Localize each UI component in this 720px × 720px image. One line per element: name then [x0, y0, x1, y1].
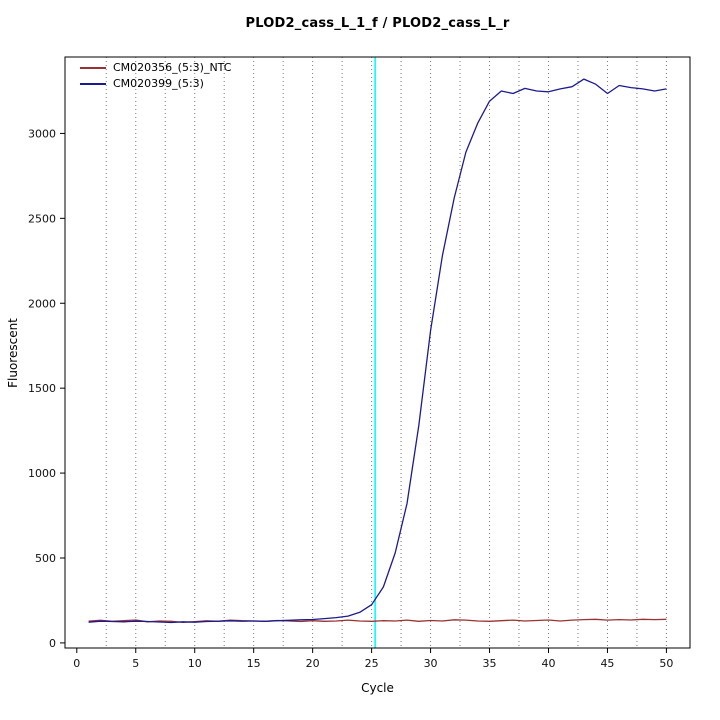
legend-swatch-1 — [80, 82, 106, 85]
x-tick-label: 0 — [73, 657, 80, 670]
x-axis-label: Cycle — [361, 681, 394, 695]
y-tick-label: 3000 — [28, 127, 56, 140]
legend-label-0: CM020356_(5:3)_NTC — [113, 61, 232, 74]
y-tick-label: 0 — [49, 637, 56, 650]
x-tick-label: 50 — [659, 657, 673, 670]
y-tick-label: 1500 — [28, 382, 56, 395]
legend-label-1: CM020399_(5:3) — [113, 77, 204, 90]
legend-item-sample: CM020399_(5:3) — [80, 77, 231, 90]
chart-title: PLOD2_cass_L_1_f / PLOD2_cass_L_r — [245, 16, 510, 31]
x-tick-label: 45 — [600, 657, 614, 670]
legend-item-ntc: CM020356_(5:3)_NTC — [80, 61, 231, 74]
y-tick-label: 1000 — [28, 467, 56, 480]
x-tick-label: 30 — [424, 657, 438, 670]
series-line-1 — [88, 78, 667, 624]
x-tick-label: 5 — [132, 657, 139, 670]
x-tick-label: 20 — [306, 657, 320, 670]
y-tick-label: 2500 — [28, 212, 56, 225]
x-tick-label: 10 — [188, 657, 202, 670]
y-tick-label: 500 — [35, 552, 56, 565]
y-tick-label: 2000 — [28, 297, 56, 310]
legend-swatch-0 — [80, 66, 106, 69]
x-tick-label: 35 — [483, 657, 497, 670]
x-tick-label: 40 — [541, 657, 555, 670]
y-axis-label: Fluorescent — [6, 318, 20, 388]
x-tick-label: 15 — [247, 657, 261, 670]
x-tick-label: 25 — [365, 657, 379, 670]
legend: CM020356_(5:3)_NTC CM020399_(5:3) — [80, 61, 231, 90]
plot-border — [64, 56, 691, 649]
